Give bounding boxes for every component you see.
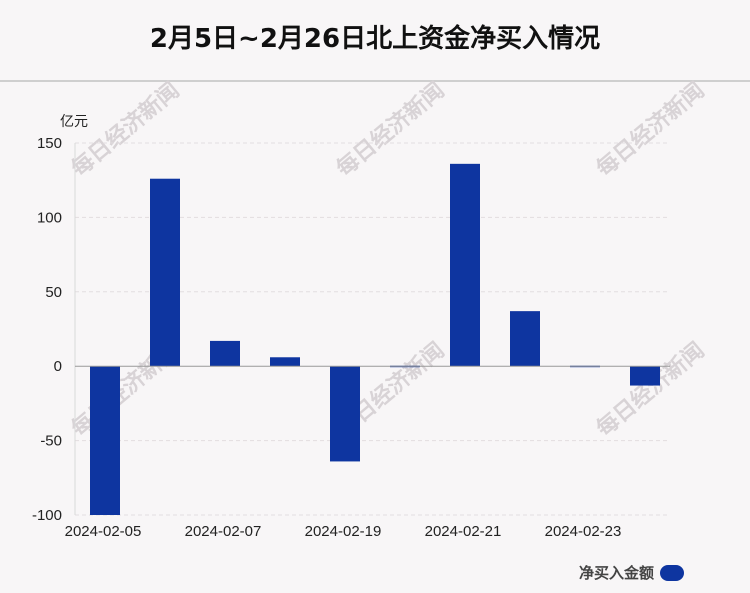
- bar: [150, 178, 180, 367]
- legend: 净买入金额: [579, 562, 684, 583]
- bar: [270, 357, 300, 367]
- y-tick-labels: 150 100 50 0 -50 -100: [32, 135, 62, 524]
- bar: [510, 311, 540, 367]
- bar: [90, 366, 120, 515]
- y-tick-label: -100: [32, 507, 62, 524]
- y-tick-label: -50: [40, 433, 62, 450]
- x-tick-label: 2024-02-23: [545, 523, 622, 540]
- x-tick-label: 2024-02-19: [305, 523, 382, 540]
- legend-label: 净买入金额: [578, 564, 654, 582]
- title-divider: [0, 80, 750, 82]
- bar: [330, 366, 360, 462]
- x-tick-label: 2024-02-21: [425, 523, 502, 540]
- y-tick-label: 100: [37, 209, 62, 226]
- legend-swatch: [660, 564, 684, 581]
- y-tick-label: 150: [37, 135, 62, 152]
- y-tick-label: 0: [54, 358, 62, 375]
- watermark-text: 每日经济新闻: [592, 77, 710, 182]
- bar: [630, 366, 660, 386]
- y-axis-unit: 亿元: [60, 114, 88, 130]
- bar: [450, 163, 480, 367]
- x-tick-label: 2024-02-07: [185, 523, 262, 540]
- bar: [210, 340, 240, 367]
- watermark-text: 每日经济新闻: [592, 337, 710, 442]
- watermark-text: 每日经济新闻: [332, 77, 450, 182]
- x-tick-labels: 2024-02-05 2024-02-07 2024-02-19 2024-02-21…: [65, 523, 622, 540]
- bars: [90, 163, 660, 515]
- x-tick-label: 2024-02-05: [65, 523, 142, 540]
- chart-title: 2月5日~2月26日北上资金净买入情况: [149, 24, 601, 54]
- axes: [74, 143, 670, 515]
- y-tick-label: 50: [45, 284, 62, 301]
